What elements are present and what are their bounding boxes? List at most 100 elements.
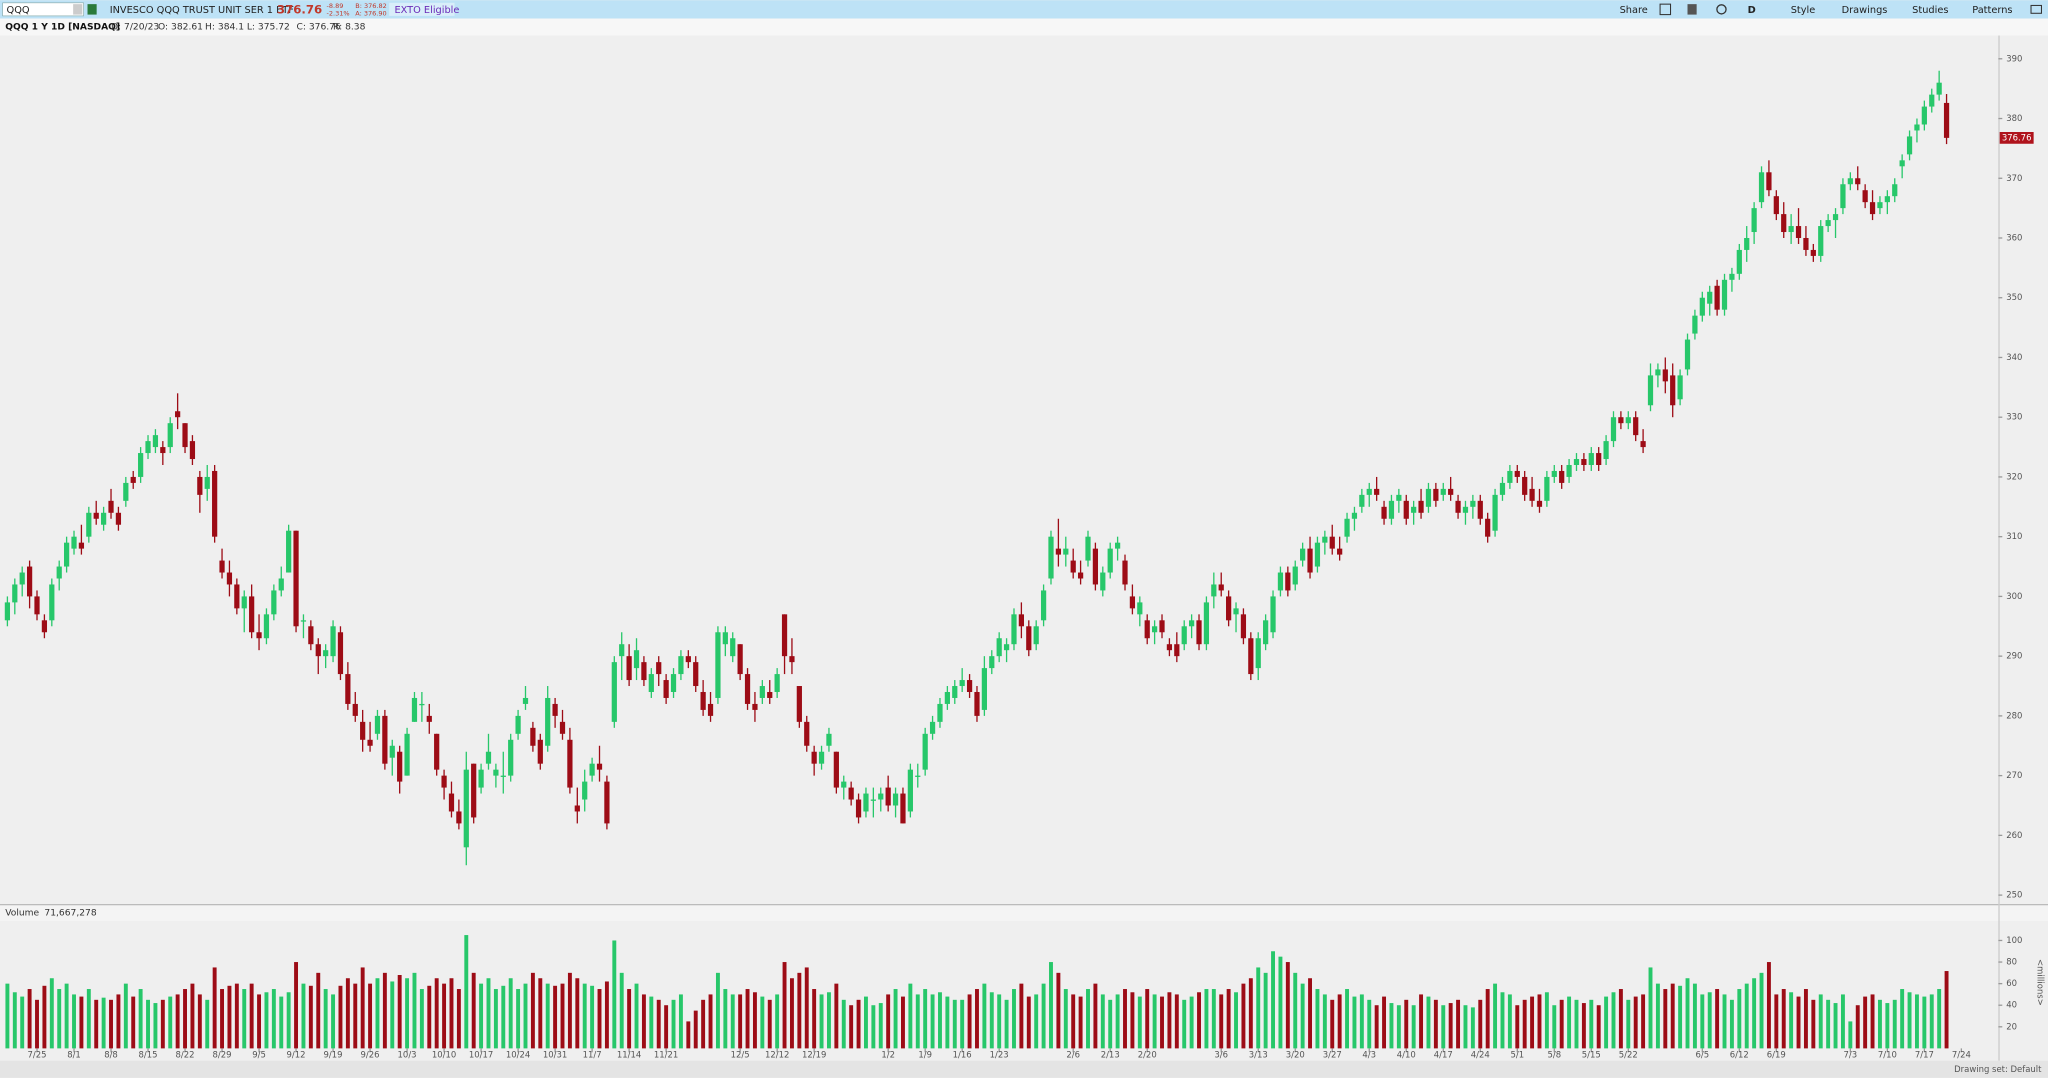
drawings-button[interactable]: Drawings [1842, 5, 1888, 16]
badge[interactable]: EXTO Eligible [394, 5, 459, 16]
candle-body [1396, 494, 1402, 501]
candle-body [1285, 572, 1291, 591]
volume-bar [146, 999, 150, 1049]
volume-bar [1174, 994, 1179, 1049]
volume-bar [131, 996, 136, 1049]
candle-body [1240, 614, 1247, 639]
last-price-label: 376.76 [2002, 132, 2032, 142]
candle-body [226, 572, 233, 585]
style-button[interactable]: Style [1791, 5, 1816, 16]
volume-bar [1692, 983, 1697, 1049]
candle-body [892, 793, 899, 806]
volume-bar [264, 992, 269, 1049]
candle-body [1374, 488, 1380, 495]
volume-bar [471, 972, 476, 1049]
symbol[interactable]: QQQ [7, 5, 30, 16]
flask-button[interactable] [1687, 4, 1697, 15]
candle-body [685, 656, 691, 663]
candle-body [781, 614, 788, 657]
volume-bar [301, 983, 306, 1049]
y-tick-label: 370 [2006, 173, 2022, 183]
volume-bar [1781, 989, 1786, 1049]
patterns-button[interactable]: Patterns [1972, 5, 2012, 16]
candle-body [1329, 536, 1335, 549]
volume-bar [590, 985, 595, 1049]
x-tick-label: 9/26 [361, 1049, 380, 1059]
volume-bar [138, 989, 143, 1049]
y-tick-label: 250 [2006, 890, 2022, 900]
candle-body [878, 793, 884, 800]
candle-body [1921, 106, 1927, 125]
candle-body [1522, 476, 1528, 495]
y-tick-label: 280 [2006, 710, 2022, 720]
candle-body [478, 769, 484, 788]
x-tick-label: 7/3 [1844, 1049, 1858, 1059]
icon-button[interactable] [1659, 3, 1672, 16]
candle-body [197, 476, 203, 495]
volume-bar [826, 992, 831, 1049]
candle-body [1026, 626, 1032, 651]
period-button[interactable]: D [1748, 5, 1756, 16]
volume-bar [449, 978, 454, 1049]
candle-body [456, 811, 462, 824]
x-tick-label: 10/31 [543, 1049, 567, 1059]
settings-button[interactable] [1716, 4, 1727, 15]
x-tick-label: 8/22 [176, 1049, 195, 1059]
candle-body [1618, 417, 1624, 424]
volume-header [0, 905, 2048, 922]
volume-bar [538, 978, 543, 1049]
volume-bar [553, 985, 558, 1049]
volume-bar [1345, 989, 1350, 1049]
candle-body [26, 566, 33, 597]
candle-body [1818, 226, 1824, 256]
volume-bar [945, 996, 950, 1049]
volume-bar [1322, 994, 1327, 1049]
volume-bar [479, 983, 484, 1049]
volume-bar [360, 967, 365, 1049]
candle-body [1433, 488, 1439, 501]
candle-body [966, 680, 973, 692]
candle-body [1625, 417, 1631, 424]
volume-bar [678, 994, 683, 1049]
menu-button[interactable] [2030, 4, 2042, 14]
x-tick-label: 5/8 [1547, 1049, 1561, 1059]
volume-value: 71,667,278 [44, 909, 96, 919]
volume-bar [1485, 989, 1490, 1049]
candle-body [1092, 548, 1099, 585]
candle-body [1085, 536, 1091, 561]
symbol-box[interactable] [2, 2, 84, 17]
candle-body [1573, 459, 1580, 465]
volume-bar [1663, 989, 1668, 1049]
candle-body [278, 578, 284, 591]
volume-bar [619, 972, 624, 1049]
volume-bar [893, 989, 898, 1049]
candle-body [374, 715, 381, 734]
x-tick-label: 4/10 [1397, 1049, 1416, 1059]
link-icon[interactable] [87, 4, 97, 15]
symbol-dropdown[interactable] [73, 4, 83, 15]
volume-bar [1530, 996, 1535, 1049]
candle-body [752, 703, 758, 710]
candle-body [1507, 470, 1513, 483]
candle-body [49, 584, 55, 621]
volume-bar [975, 989, 979, 1049]
candle-body [1114, 542, 1121, 549]
volume-bar [508, 978, 513, 1049]
volume-bar [338, 985, 343, 1049]
x-tick-label: 6/5 [1695, 1049, 1709, 1059]
candle-body [1914, 124, 1920, 131]
candle-body [1226, 596, 1232, 621]
candle-body [212, 470, 218, 537]
volume-bar [1515, 1005, 1520, 1049]
candle-body [1862, 190, 1868, 203]
x-tick-label: 10/3 [398, 1049, 417, 1059]
share-button[interactable]: Share [1620, 5, 1648, 16]
studies-button[interactable]: Studies [1912, 5, 1948, 16]
candle-body [1211, 584, 1217, 597]
description: INVESCO QQQ TRUST UNIT SER 1 ETF [110, 5, 295, 16]
volume-bar [775, 994, 780, 1049]
x-tick-label: 7/10 [1878, 1049, 1897, 1059]
candle-body [1455, 500, 1461, 513]
volume-bar [234, 983, 239, 1049]
badge-box[interactable] [389, 2, 455, 16]
